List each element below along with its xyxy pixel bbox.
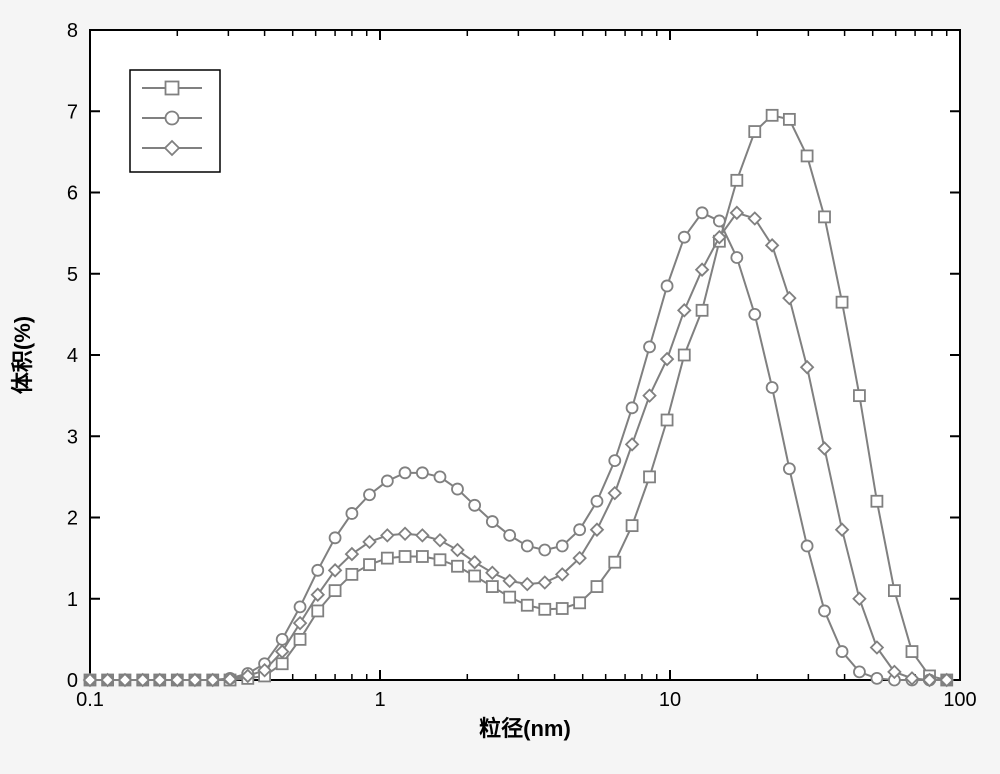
legend xyxy=(130,70,220,172)
y-tick-label: 8 xyxy=(67,20,78,42)
x-tick-label: 1 xyxy=(374,689,385,711)
x-axis-label: 粒径(nm) xyxy=(479,716,571,741)
y-tick-label: 4 xyxy=(67,345,78,367)
x-tick-label: 0.1 xyxy=(76,689,104,711)
x-tick-label: 10 xyxy=(659,689,681,711)
chart-svg: 0.1 1 10 100 0 1 2 3 4 5 6 7 8 体积(%) 粒径(nm) xyxy=(0,0,1000,774)
chart-container: 0.1 1 10 100 0 1 2 3 4 5 6 7 8 体积(%) 粒径(nm) xyxy=(0,0,1000,774)
y-tick-label: 5 xyxy=(67,264,78,286)
y-tick-label: 6 xyxy=(67,183,78,205)
y-tick-label: 7 xyxy=(67,101,78,123)
x-tick-label: 100 xyxy=(943,689,976,711)
y-axis-label: 体积(%) xyxy=(10,316,35,394)
y-tick-label: 0 xyxy=(67,670,78,692)
y-tick-label: 1 xyxy=(67,589,78,611)
y-tick-label: 2 xyxy=(67,508,78,530)
y-tick-label: 3 xyxy=(67,426,78,448)
